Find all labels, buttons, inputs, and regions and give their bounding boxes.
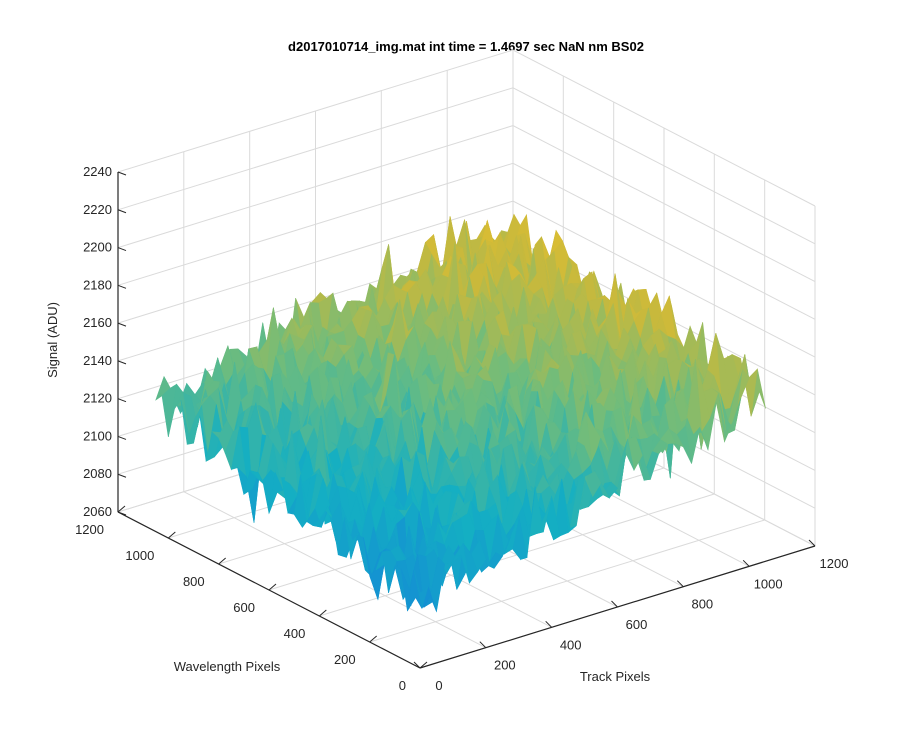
z-tick-label: 2080 (83, 466, 112, 481)
z-tick-label: 2120 (83, 391, 112, 406)
grid-line-z-2180 (117, 162, 816, 320)
x-tick-label: 1200 (820, 556, 849, 571)
y-tick-mark (268, 583, 277, 591)
z-tick-mark (117, 360, 127, 365)
x-tick-mark (611, 600, 618, 608)
z-tick-mark (117, 284, 127, 289)
z-tick-label: 2240 (83, 164, 112, 179)
y-tick-label: 800 (183, 574, 205, 589)
grid-line-z-2220 (117, 87, 816, 245)
x-tick-mark (545, 620, 553, 628)
x-tick-mark (479, 641, 487, 649)
y-tick-mark (117, 505, 126, 513)
x-tick-label: 800 (691, 597, 713, 612)
grid-line-z-2200 (117, 125, 816, 283)
x-tick-mark (808, 539, 816, 547)
x-axis-label: Track Pixels (580, 669, 651, 684)
x-tick-label: 1000 (754, 576, 783, 591)
z-tick-mark (117, 398, 127, 403)
grid-line-z-2160 (117, 200, 816, 358)
y-tick-label: 1000 (125, 548, 154, 563)
z-tick-mark (117, 209, 127, 214)
x-tick-label: 200 (494, 658, 516, 673)
z-tick-label: 2060 (83, 504, 112, 519)
x-tick-label: 600 (626, 617, 648, 632)
z-tick-mark (117, 435, 127, 440)
z-tick-label: 2200 (83, 240, 112, 255)
y-tick-label: 0 (399, 678, 406, 693)
x-tick-mark (413, 661, 421, 669)
chart-title: d2017010714_img.mat int time = 1.4697 se… (288, 39, 644, 54)
z-tick-mark (117, 171, 127, 176)
z-axis-label: Signal (ADU) (45, 302, 60, 378)
y-tick-mark (168, 531, 176, 539)
z-tick-mark (117, 322, 127, 327)
z-tick-mark (117, 473, 127, 478)
y-tick-mark (369, 635, 377, 643)
z-tick-label: 2220 (83, 202, 112, 217)
data-surface (155, 213, 766, 613)
z-tick-label: 2180 (83, 277, 112, 292)
y-tick-mark (319, 609, 327, 617)
z-tick-label: 2100 (83, 428, 112, 443)
y-tick-mark (419, 661, 428, 669)
x-tick-label: 0 (435, 678, 442, 693)
z-tick-label: 2160 (83, 315, 112, 330)
x-tick-mark (742, 559, 750, 567)
z-tick-label: 2140 (83, 353, 112, 368)
y-tick-label: 1200 (75, 522, 104, 537)
grid-line-z-2240 (117, 49, 816, 207)
z-tick-mark (117, 247, 127, 252)
tick-labels: 0 200 400 600 800 1000 1200 0 200 400 600 800 1000 12… (75, 164, 848, 693)
x-tick-mark (676, 580, 684, 588)
z-tick-mark (117, 511, 127, 516)
x-tick-label: 400 (560, 637, 582, 652)
y-tick-label: 200 (334, 652, 356, 667)
y-axis-label: Wavelength Pixels (174, 659, 281, 674)
surface-cell (413, 568, 429, 609)
y-tick-mark (218, 557, 226, 565)
y-tick-label: 600 (233, 600, 255, 615)
y-tick-label: 400 (284, 626, 306, 641)
